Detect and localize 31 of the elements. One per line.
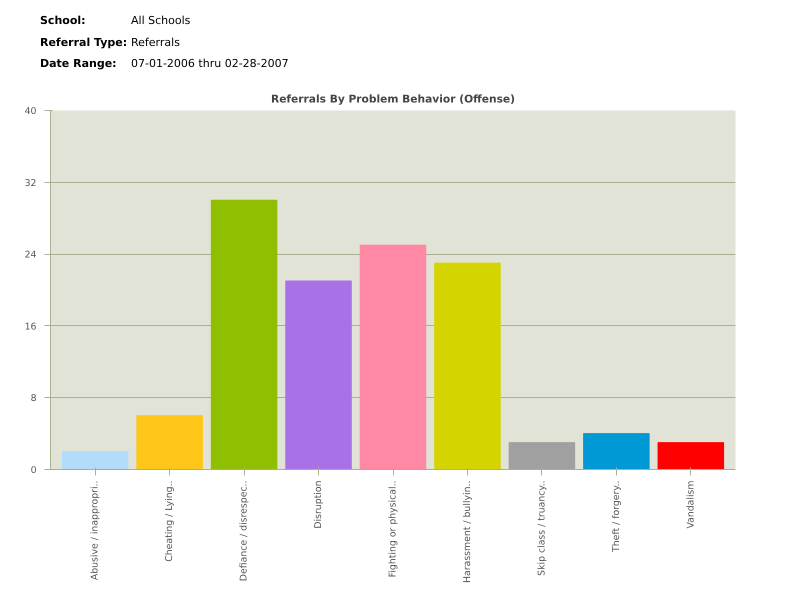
x-tick-label: Disruption	[313, 480, 324, 529]
text: Date Range:	[40, 56, 118, 72]
bar	[434, 262, 501, 470]
text: School:	[40, 13, 87, 29]
y-tick-label: 0	[30, 465, 37, 476]
x-tick-label: Fighting or physical..	[388, 480, 398, 578]
y-tick-label: 40	[24, 106, 37, 117]
text: All Schools	[130, 13, 192, 29]
chart-title: Referrals By Problem Behavior (Offense)	[270, 92, 516, 106]
x-tick-label: Theft / forgery..	[610, 480, 622, 553]
x-tick-label: Harassment / bullyin..	[462, 480, 473, 583]
bar	[62, 451, 128, 470]
x-tick-label: Vandalism	[685, 480, 696, 529]
text: Referral Type:	[40, 34, 128, 51]
x-tick-label: Defiance / disrespec..	[238, 480, 250, 582]
bar	[658, 442, 724, 470]
x-tick-label: Abusive / inappropri..	[90, 480, 101, 580]
bar	[136, 415, 203, 470]
bar	[210, 200, 278, 470]
bar	[583, 433, 650, 470]
y-tick-label: 16	[24, 321, 37, 332]
bar	[285, 280, 352, 470]
x-tick-label: Skip class / truancy..	[536, 480, 548, 576]
y-tick-label: 24	[24, 250, 37, 261]
text: Referrals	[130, 34, 181, 51]
bar	[508, 442, 576, 470]
text: 07-01-2006 thru 02-28-2007	[130, 56, 290, 72]
bar	[360, 244, 426, 470]
y-tick-label: 8	[30, 393, 37, 404]
y-tick-label: 32	[24, 178, 37, 189]
x-tick-label: Cheating / Lying..	[164, 480, 176, 562]
